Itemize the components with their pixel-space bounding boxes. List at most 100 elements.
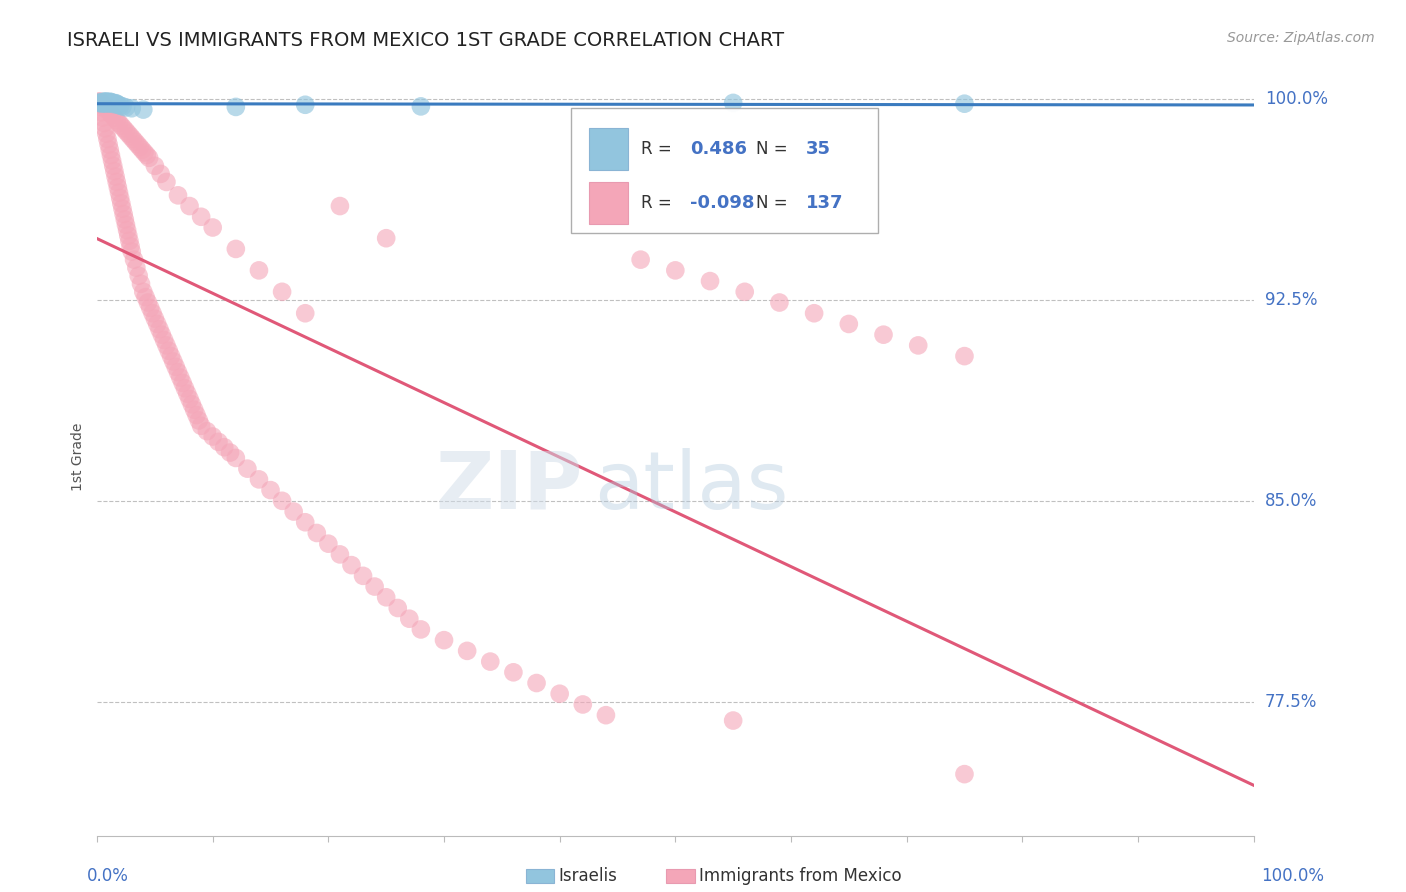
Point xyxy=(98,143,121,157)
Text: atlas: atlas xyxy=(595,448,789,526)
Text: 100.0%: 100.0% xyxy=(1265,90,1327,108)
Text: ISRAELI VS IMMIGRANTS FROM MEXICO 1ST GRADE CORRELATION CHART: ISRAELI VS IMMIGRANTS FROM MEXICO 1ST GR… xyxy=(67,31,785,50)
Point xyxy=(110,119,132,133)
Point xyxy=(179,199,201,213)
Point xyxy=(122,132,145,146)
Point xyxy=(96,127,118,141)
Point xyxy=(111,202,134,216)
Point xyxy=(124,135,146,149)
Point xyxy=(125,260,148,275)
Point xyxy=(121,101,143,115)
Point xyxy=(108,191,131,205)
Point xyxy=(953,96,976,111)
Point xyxy=(150,327,173,342)
Point xyxy=(219,445,242,459)
Point xyxy=(294,515,316,529)
Point xyxy=(103,164,125,178)
Point xyxy=(97,95,120,110)
Point xyxy=(225,242,247,256)
Point xyxy=(167,188,190,202)
Point xyxy=(128,140,150,154)
Point xyxy=(318,537,340,551)
Point xyxy=(201,429,224,443)
Point xyxy=(135,290,157,304)
Point xyxy=(94,100,117,114)
Point xyxy=(97,137,120,152)
Point xyxy=(131,143,153,157)
Point xyxy=(96,132,118,146)
Point xyxy=(115,223,138,237)
Point xyxy=(101,108,124,122)
Point xyxy=(271,285,294,299)
Point xyxy=(118,234,141,248)
Text: 137: 137 xyxy=(806,194,844,212)
Text: 35: 35 xyxy=(806,140,831,158)
Point xyxy=(107,97,129,112)
Point xyxy=(190,418,212,433)
Point xyxy=(247,472,270,486)
Point xyxy=(375,231,398,245)
Point xyxy=(548,687,571,701)
Point xyxy=(89,95,111,109)
Point xyxy=(162,354,184,368)
Point xyxy=(111,99,134,113)
Point xyxy=(89,95,111,110)
Text: ZIP: ZIP xyxy=(436,448,583,526)
Point xyxy=(91,95,114,110)
Point xyxy=(225,450,247,465)
Point xyxy=(115,124,138,138)
Point xyxy=(236,461,259,475)
Point xyxy=(526,676,548,690)
Point xyxy=(155,338,177,352)
Point xyxy=(97,96,120,111)
Point xyxy=(132,103,155,117)
Point xyxy=(155,175,177,189)
Point xyxy=(721,714,744,728)
Point xyxy=(117,127,139,141)
Point xyxy=(479,655,502,669)
Point xyxy=(375,591,398,605)
Point xyxy=(115,100,138,114)
FancyBboxPatch shape xyxy=(571,108,877,233)
Point xyxy=(271,493,294,508)
Text: Israelis: Israelis xyxy=(558,867,617,885)
Point xyxy=(872,327,894,342)
Point xyxy=(108,98,131,112)
Point xyxy=(96,95,118,110)
Point xyxy=(176,386,198,401)
Point xyxy=(329,199,352,213)
Point xyxy=(100,96,122,111)
Point xyxy=(121,244,143,259)
Point xyxy=(87,95,110,109)
Point xyxy=(572,698,595,712)
Point xyxy=(768,295,790,310)
Point xyxy=(108,116,131,130)
Point xyxy=(110,196,132,211)
Text: R =: R = xyxy=(641,194,672,212)
Point xyxy=(146,317,169,331)
Text: 77.5%: 77.5% xyxy=(1265,693,1317,711)
Point xyxy=(283,504,305,518)
Point xyxy=(103,97,125,112)
Point xyxy=(91,111,114,125)
Point xyxy=(107,180,129,194)
Point xyxy=(112,207,135,221)
Point xyxy=(907,338,929,352)
Point xyxy=(96,95,118,109)
Text: N =: N = xyxy=(756,194,787,212)
Text: 0.486: 0.486 xyxy=(690,140,748,158)
Point xyxy=(387,601,409,615)
Point xyxy=(157,343,180,358)
Point xyxy=(98,95,121,110)
FancyBboxPatch shape xyxy=(589,128,628,170)
Point xyxy=(294,306,316,320)
Point xyxy=(433,633,456,648)
Point xyxy=(953,349,976,363)
Point xyxy=(117,228,139,243)
Point xyxy=(214,440,236,454)
Point xyxy=(129,277,152,291)
Point xyxy=(96,95,118,109)
Point xyxy=(89,100,111,114)
Point xyxy=(115,218,138,232)
Point xyxy=(398,612,420,626)
